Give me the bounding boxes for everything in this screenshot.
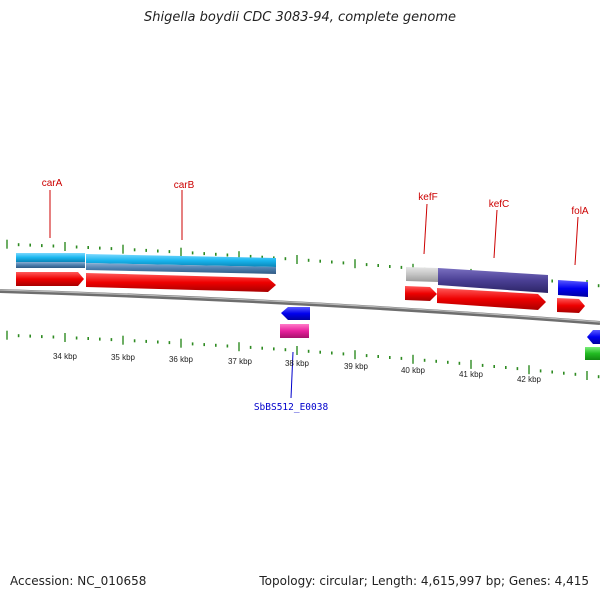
misc-feature-magenta[interactable] (280, 324, 309, 338)
scale-label: 42 kbp (517, 375, 542, 384)
accession-text: Accession: NC_010658 (10, 574, 147, 588)
cds-bar-keff[interactable] (406, 267, 438, 282)
gene-label[interactable]: kefF (418, 192, 437, 203)
gene-arrow-keff[interactable] (405, 286, 437, 301)
scale-labels: 34 kbp 35 kbp 36 kbp 37 kbp 38 kbp 39 kb… (53, 352, 542, 384)
genome-summary-text: Topology: circular; Length: 4,615,997 bp… (259, 574, 589, 588)
gene-arrow-sbbs512-e0038[interactable] (281, 307, 310, 320)
cds-bar-carb-steel[interactable] (86, 263, 276, 274)
cds-bar-cara-cyan[interactable] (16, 253, 85, 262)
gene-label[interactable]: SbBS512_E0038 (254, 402, 329, 413)
gene-arrow-right-edge[interactable] (587, 330, 600, 344)
scale-label: 36 kbp (169, 355, 194, 364)
cds-bar-carb-cyan[interactable] (86, 254, 276, 267)
map-title: Shigella boydii CDC 3083-94, complete ge… (143, 10, 457, 25)
scale-label: 41 kbp (459, 370, 484, 379)
gene-labels: carA carB kefF kefC folA SbBS512_E0038 (42, 178, 589, 413)
gene-label[interactable]: carB (174, 180, 195, 191)
scale-label: 40 kbp (401, 366, 426, 375)
scale-label: 35 kbp (111, 353, 136, 362)
scale-label: 38 kbp (285, 359, 310, 368)
genome-backbone (0, 289, 600, 325)
gene-label[interactable]: kefC (489, 199, 510, 210)
misc-feature-green[interactable] (585, 347, 600, 360)
gene-arrow-kefc[interactable] (437, 288, 546, 310)
forward-gene-track (16, 272, 585, 313)
reverse-gene-track (280, 307, 600, 360)
scale-label: 37 kbp (228, 357, 253, 366)
label-leaders (49, 190, 579, 399)
cds-track (16, 253, 588, 297)
gene-arrow-cara[interactable] (16, 272, 84, 286)
gene-label[interactable]: carA (42, 178, 63, 189)
gene-arrow-fola[interactable] (557, 298, 585, 313)
scale-label: 34 kbp (53, 352, 78, 361)
cds-bar-fola[interactable] (558, 280, 588, 297)
gene-label[interactable]: folA (571, 206, 589, 217)
gene-arrow-carb[interactable] (86, 273, 276, 292)
cds-bar-cara-steel[interactable] (16, 262, 85, 268)
scale-label: 39 kbp (344, 362, 369, 371)
cds-bar-kefc[interactable] (438, 268, 548, 293)
tick-ruler-lower (6, 330, 600, 380)
